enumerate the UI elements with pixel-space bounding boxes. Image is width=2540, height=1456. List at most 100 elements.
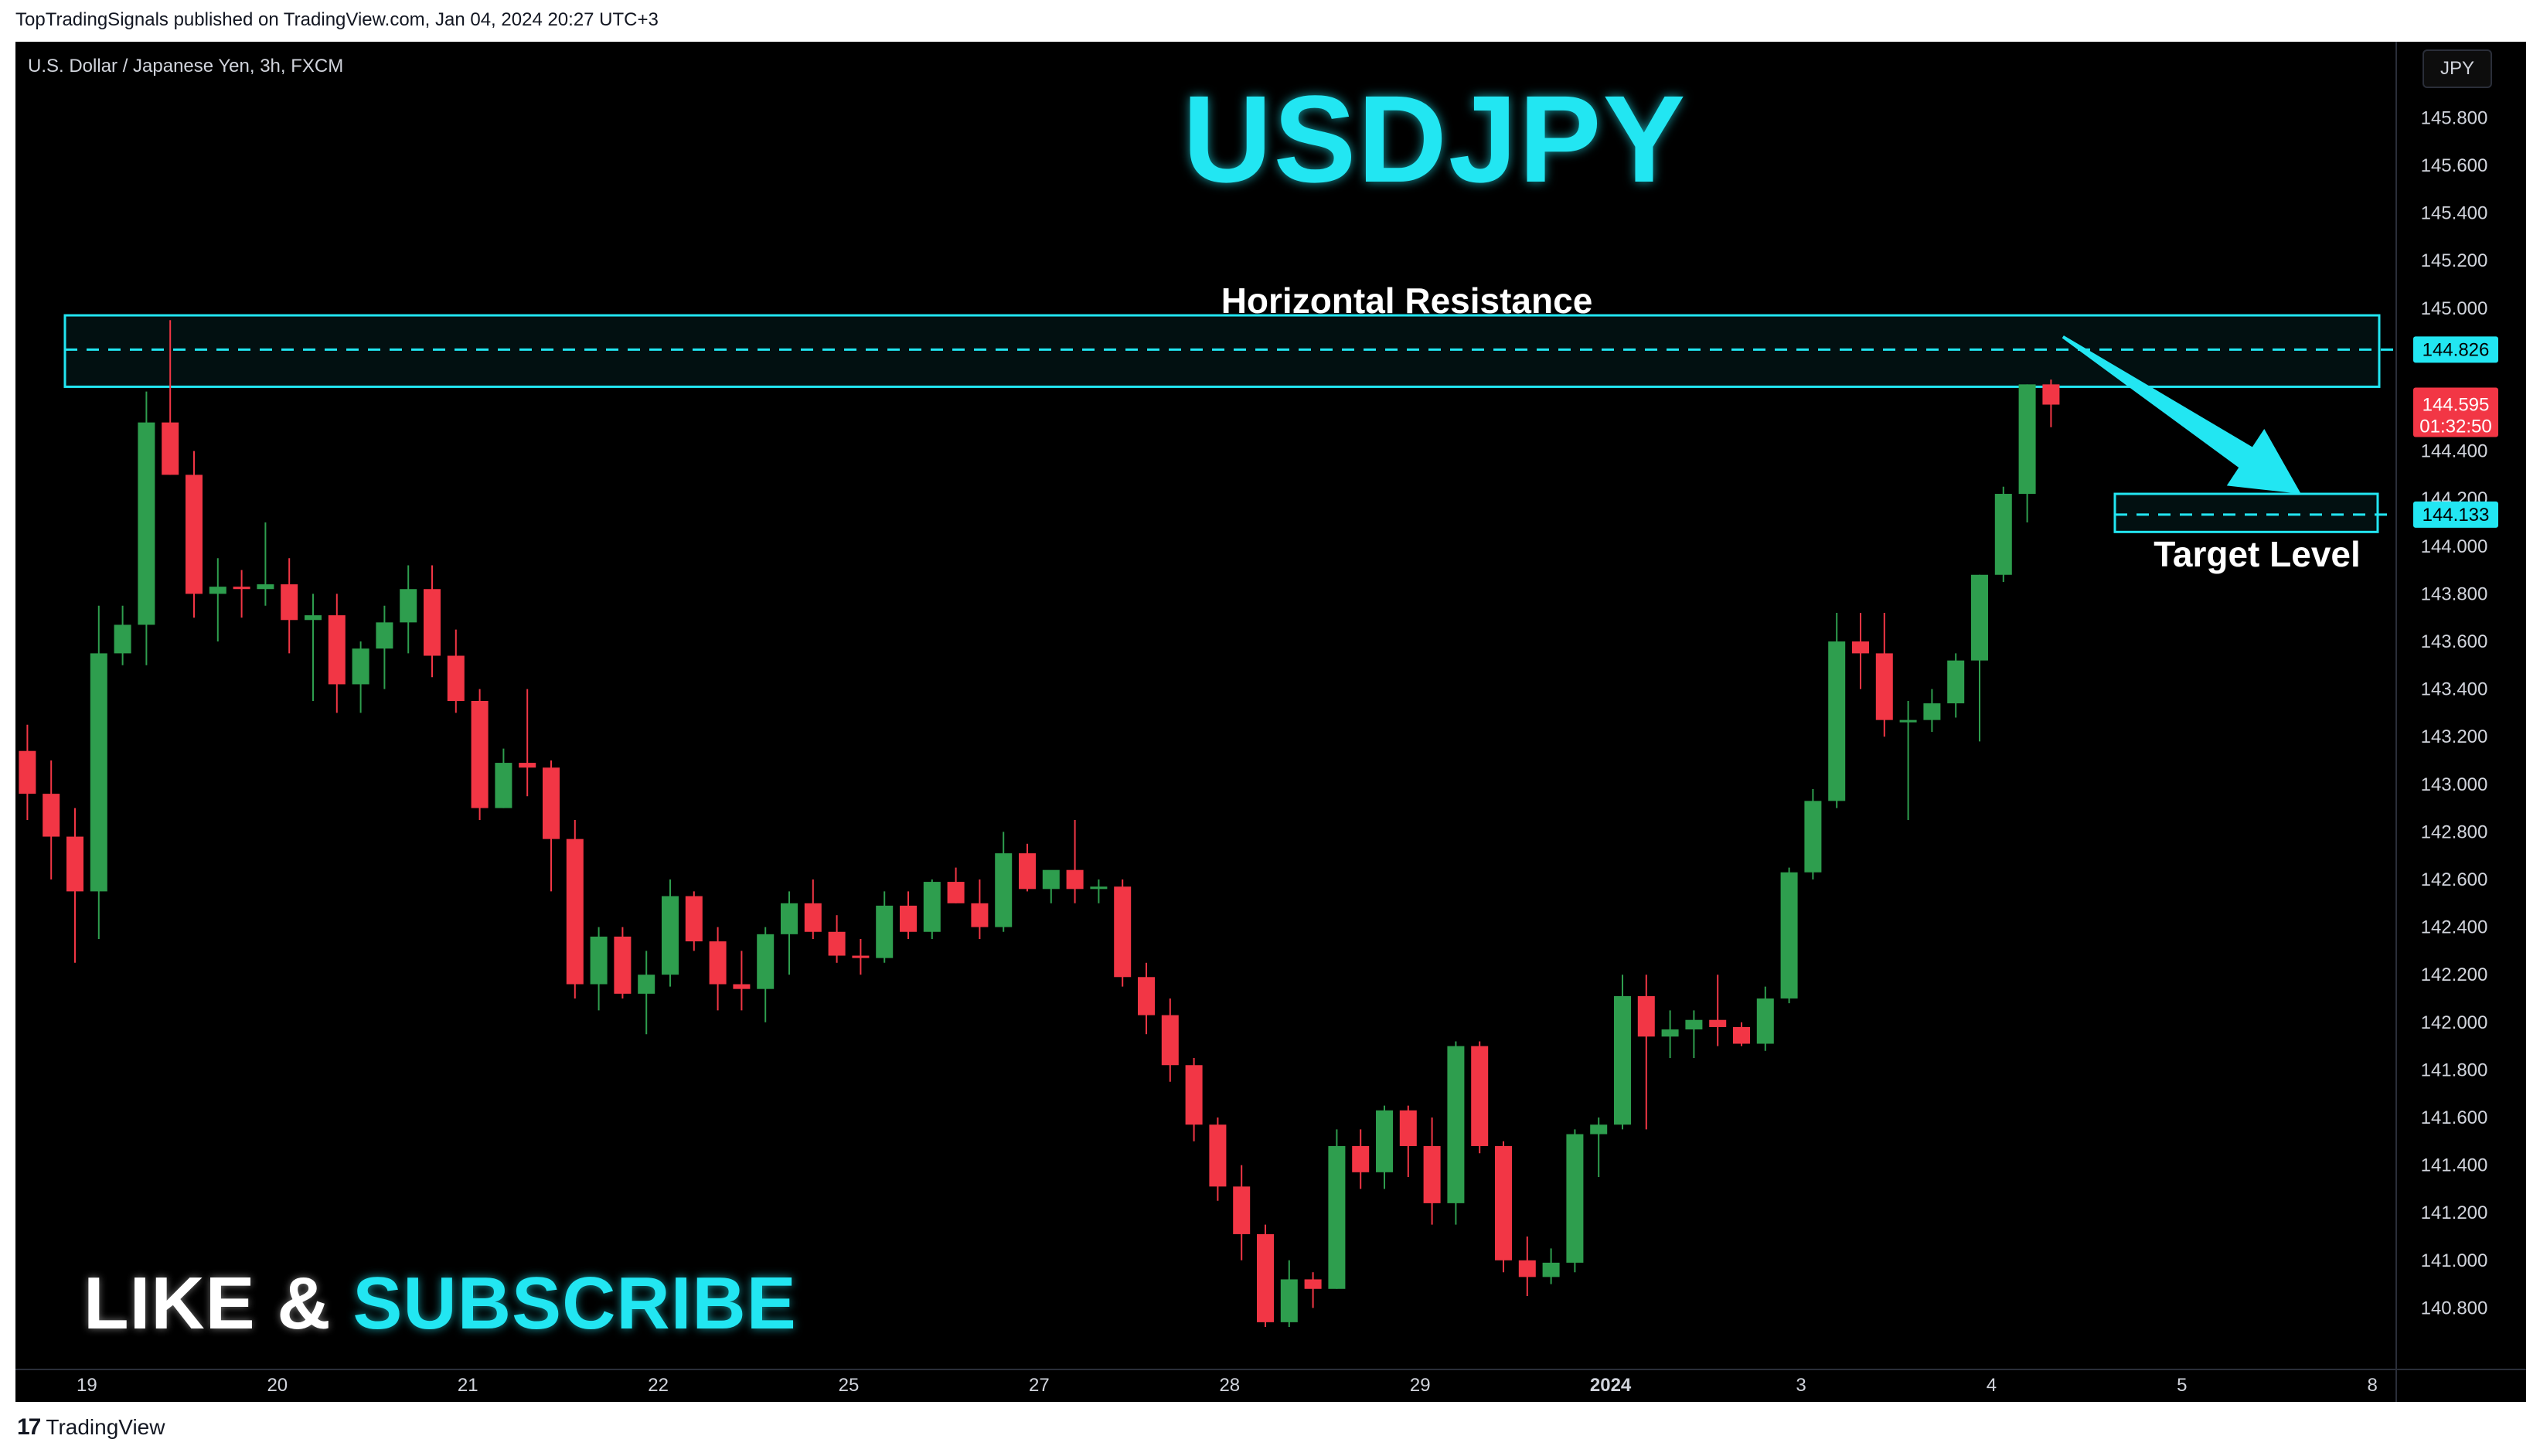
candle-down [971, 903, 989, 927]
candle-up [923, 882, 941, 932]
candle-down [471, 701, 489, 808]
chart-title: USDJPY [1183, 70, 1687, 208]
target-label: Target Level [2154, 534, 2361, 574]
candle-up [1685, 1019, 1703, 1030]
time-tick-label: 21 [458, 1375, 478, 1396]
target-price-tag-bg [2413, 501, 2498, 528]
candle-down [1019, 853, 1036, 890]
candle-down [828, 931, 846, 956]
candle-up [209, 587, 226, 594]
candle-up [1042, 869, 1060, 890]
time-tick-label: 5 [2177, 1375, 2187, 1396]
resistance-label: Horizontal Resistance [1221, 281, 1593, 321]
cta-like: LIKE & [83, 1262, 332, 1345]
target-price-tag: 144.133 [2423, 505, 2490, 526]
candle-up [1994, 494, 2012, 575]
tradingview-logo-icon: 17 [17, 1414, 41, 1440]
candle-down [1161, 1015, 1179, 1066]
candle-down [19, 750, 36, 794]
candle-down [1399, 1110, 1417, 1146]
candle-down [900, 905, 917, 932]
candle-down [281, 584, 298, 621]
price-tick-label: 141.800 [2421, 1060, 2488, 1080]
price-tick-label: 143.800 [2421, 583, 2488, 604]
price-tick-label: 142.600 [2421, 869, 2488, 890]
candle-up [138, 422, 155, 625]
tradingview-brand[interactable]: 17 TradingView [17, 1414, 165, 1441]
price-tick-label: 144.400 [2421, 441, 2488, 462]
candle-down [233, 587, 250, 590]
candle-up [757, 934, 775, 989]
currency-badge[interactable]: JPY [2423, 49, 2492, 88]
candle-down [66, 836, 83, 892]
candle-down [328, 615, 346, 685]
annotation-overlay [2062, 335, 2301, 495]
resistance-price-tag-bg [2413, 336, 2498, 363]
arrow-icon [2062, 335, 2301, 495]
candle-up [1828, 641, 1846, 801]
candle-down [733, 984, 751, 989]
candle-down [1471, 1046, 1489, 1146]
candle-up [114, 624, 131, 654]
candle-up [376, 622, 393, 649]
candle-down [1138, 977, 1155, 1015]
candle-down [614, 936, 632, 994]
candle-up [90, 653, 107, 892]
time-tick-label: 8 [2368, 1375, 2378, 1396]
candlestick-chart[interactable]: 145.800 145.600 145.400 145.200 145.000 144.4… [15, 42, 2526, 1402]
candle-down [519, 763, 536, 768]
candle-down [947, 882, 965, 903]
candle-down [804, 903, 822, 932]
price-tick-label: 143.200 [2421, 726, 2488, 747]
candle-down [43, 794, 60, 837]
last-price-tag-bg [2413, 387, 2498, 437]
time-tick-label: 2024 [1590, 1375, 1632, 1396]
time-tick-label: 20 [267, 1375, 288, 1396]
candle-down [1495, 1145, 1512, 1260]
candle-down [186, 475, 203, 594]
call-to-action: LIKE & SUBSCRIBE [83, 1261, 797, 1346]
candle-down [1304, 1279, 1322, 1289]
price-axis: 145.800 145.600 145.400 145.200 145.000 144.4… [2421, 107, 2488, 1318]
price-tick-label: 142.800 [2421, 822, 2488, 842]
cta-subscribe: SUBSCRIBE [352, 1262, 797, 1345]
chart-frame [15, 42, 2526, 1402]
candle-up [662, 896, 679, 975]
candle-down [566, 839, 584, 985]
price-tick-label: 143.400 [2421, 679, 2488, 700]
candle-down [1114, 886, 1132, 978]
candle-down [1066, 869, 1084, 890]
candle-up [1280, 1279, 1298, 1322]
candle-up [1899, 719, 1917, 723]
annotation-zones [63, 314, 2396, 533]
price-tick-label: 141.000 [2421, 1250, 2488, 1271]
candle-up [495, 763, 512, 808]
candle-down [1352, 1145, 1370, 1172]
time-tick-label: 25 [839, 1375, 860, 1396]
candle-up [1090, 886, 1108, 890]
candle-down [424, 589, 441, 656]
candle-up [1756, 998, 1774, 1044]
price-tick-label: 140.800 [2421, 1298, 2488, 1318]
candle-up [1447, 1046, 1465, 1203]
candle-up [1376, 1110, 1393, 1172]
candle-down [1518, 1260, 1536, 1277]
price-tick-label: 143.600 [2421, 631, 2488, 652]
price-tick-label: 145.400 [2421, 203, 2488, 224]
price-tick-label: 142.000 [2421, 1012, 2488, 1033]
countdown-tag: 01:32:50 [2419, 417, 2491, 437]
candle-up [1780, 872, 1798, 998]
candle-up [257, 584, 274, 590]
candle-down [852, 955, 870, 958]
candle-down [2042, 384, 2060, 405]
time-tick-label: 19 [77, 1375, 97, 1396]
candle-up [590, 936, 608, 985]
brand-name: TradingView [46, 1415, 165, 1439]
axis-lines [15, 42, 2526, 1402]
candle-up [400, 589, 417, 623]
candle-up [1923, 703, 1941, 720]
time-axis: 19 20 21 22 25 27 28 29 2024 3 4 5 8 [77, 1375, 2378, 1396]
candle-down [1185, 1065, 1203, 1125]
candle-down [1852, 641, 1869, 654]
